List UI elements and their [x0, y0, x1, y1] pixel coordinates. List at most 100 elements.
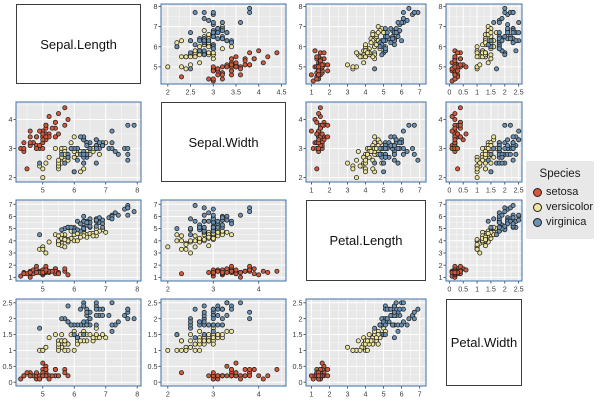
data-point	[496, 146, 502, 151]
data-point	[510, 221, 516, 227]
data-point	[206, 38, 212, 44]
data-point	[496, 20, 502, 25]
data-point	[183, 242, 189, 247]
data-point	[488, 52, 494, 58]
data-point	[308, 128, 314, 134]
variable-label: Sepal.Length	[40, 36, 117, 52]
data-point	[188, 216, 193, 222]
diag-box-sepal-width: Sepal.Width	[145, 98, 290, 196]
data-points	[308, 300, 421, 382]
data-point	[274, 50, 280, 56]
data-point	[62, 237, 68, 243]
data-point	[411, 316, 417, 322]
panel-border	[445, 3, 523, 85]
data-point	[502, 223, 508, 229]
data-point	[357, 163, 363, 169]
data-point	[18, 273, 24, 279]
data-point	[179, 271, 184, 277]
data-point	[488, 56, 494, 62]
data-point	[192, 218, 198, 224]
x-tick-label: 4	[257, 285, 261, 294]
data-point	[355, 338, 361, 344]
data-point	[382, 146, 388, 151]
x-tick-label: 2	[503, 285, 507, 294]
data-point	[238, 300, 243, 306]
gridlines	[306, 299, 426, 386]
data-point	[260, 376, 266, 382]
data-point	[210, 10, 216, 15]
data-point	[314, 166, 320, 172]
data-point	[46, 114, 52, 119]
data-point	[400, 128, 406, 134]
data-point	[516, 217, 522, 223]
y-tick-label: 7	[154, 200, 158, 209]
data-point	[494, 66, 499, 72]
data-point	[81, 151, 87, 157]
data-point	[314, 54, 320, 60]
data-point	[100, 224, 106, 230]
data-point	[488, 224, 494, 230]
data-point	[179, 246, 184, 252]
data-point	[477, 62, 483, 68]
data-point	[62, 266, 68, 272]
x-tick-label: 4	[364, 88, 368, 97]
data-point	[87, 316, 93, 322]
data-point	[81, 166, 87, 172]
data-point	[197, 44, 203, 50]
data-point	[174, 347, 180, 353]
x-tick-label: 6	[400, 390, 404, 399]
data-point	[390, 36, 396, 42]
data-points	[308, 5, 421, 84]
data-point	[27, 134, 33, 140]
data-point	[62, 347, 68, 353]
panel-border	[15, 298, 142, 387]
data-point	[364, 338, 370, 344]
data-point	[491, 20, 497, 25]
data-point	[37, 128, 43, 134]
x-tick-label: 0.5	[458, 186, 468, 195]
data-point	[502, 10, 508, 15]
data-point	[192, 238, 198, 244]
variable-name-box: Petal.Width	[446, 299, 522, 386]
y-tick-label: 5	[154, 224, 158, 233]
data-point	[382, 46, 388, 52]
data-point	[109, 300, 115, 306]
data-point	[485, 231, 491, 236]
data-point	[507, 36, 513, 42]
data-point	[224, 217, 230, 223]
data-point	[400, 146, 406, 151]
data-point	[206, 32, 212, 38]
data-point	[251, 266, 257, 272]
y-tick-label: 7	[439, 22, 443, 31]
data-point	[197, 52, 203, 58]
y-tick-label: 4	[299, 115, 303, 124]
data-point	[406, 5, 412, 11]
x-tick-label: 5	[382, 390, 386, 399]
data-point	[188, 226, 193, 232]
y-tick-label: 6	[439, 42, 443, 51]
x-tick-label: 7	[418, 390, 422, 399]
data-point	[463, 131, 469, 137]
data-point	[233, 370, 239, 376]
data-point	[224, 373, 230, 379]
data-point	[56, 373, 61, 379]
x-tick-label: 3.5	[231, 88, 241, 97]
data-point	[131, 316, 137, 322]
data-point	[81, 319, 87, 325]
data-point	[93, 322, 99, 328]
data-point	[71, 228, 77, 234]
data-point	[210, 20, 216, 25]
legend-item-virginica: virginica	[533, 216, 588, 228]
data-point	[183, 66, 189, 72]
data-point	[103, 335, 109, 341]
data-point	[74, 341, 80, 347]
data-point	[219, 373, 225, 379]
x-tick-label: 4	[257, 88, 261, 97]
data-point	[516, 137, 522, 143]
data-point	[316, 68, 322, 74]
data-point	[219, 322, 225, 328]
panel-border	[305, 101, 427, 183]
data-point	[215, 218, 221, 224]
data-point	[233, 54, 239, 60]
